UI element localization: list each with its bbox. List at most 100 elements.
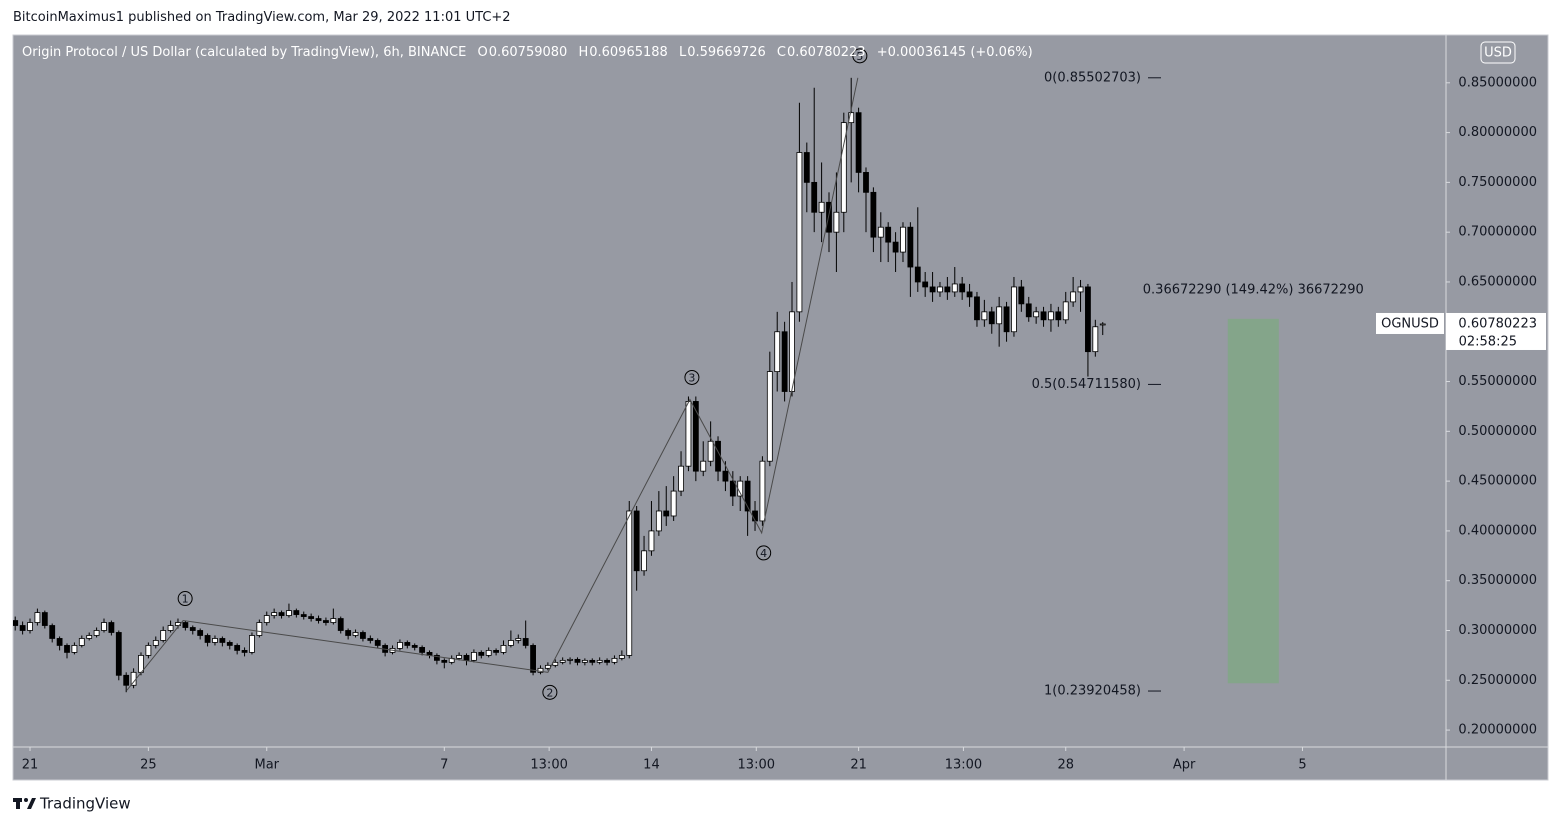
candle-body: [160, 630, 167, 641]
range-box: [1227, 318, 1279, 684]
fib-label: 0(0.85502703): [1044, 70, 1141, 85]
candle-body: [766, 371, 773, 462]
candle-body: [286, 610, 292, 616]
candle-body: [744, 480, 751, 512]
candle-body: [848, 112, 855, 124]
wave-circle: [542, 684, 558, 700]
y-tick-label: 0.75000000: [1458, 175, 1537, 190]
candle-body: [826, 201, 832, 233]
candle-body: [212, 638, 218, 643]
candle-body: [478, 651, 485, 656]
fib-label: 0.5(0.54711580): [1032, 377, 1141, 392]
candle-body: [974, 296, 980, 321]
candle-body: [1003, 306, 1010, 333]
candle-body: [434, 654, 440, 661]
candle-body: [900, 226, 906, 253]
candle-body: [330, 618, 337, 623]
candle-body: [796, 152, 803, 313]
last-price-box: [1446, 312, 1546, 350]
candle-body: [715, 440, 721, 472]
x-tick-label: 25: [140, 758, 157, 773]
candle-body: [404, 642, 411, 646]
candle-body: [670, 490, 677, 517]
candle-body: [1033, 311, 1040, 318]
ohlc-value: 0.60780223: [787, 45, 866, 60]
candle-body: [397, 642, 403, 649]
candle-body: [360, 632, 366, 639]
candle-body: [885, 226, 892, 243]
candle-body: [589, 659, 596, 663]
candle-body: [167, 625, 174, 631]
x-tick-label: 13:00: [945, 758, 982, 773]
candle-body: [138, 654, 144, 673]
y-tick-label: 0.70000000: [1458, 225, 1537, 240]
candle-body: [234, 645, 241, 651]
tradingview-logo: [13, 798, 36, 809]
y-tick-label: 0.25000000: [1458, 673, 1537, 688]
x-tick-label: 21: [22, 758, 39, 773]
candle-body: [470, 651, 477, 661]
candle-body: [1062, 301, 1069, 321]
candle-body: [345, 630, 352, 636]
candle-body: [78, 638, 85, 646]
candle-body: [604, 659, 610, 663]
candle-body: [41, 612, 48, 626]
candle-body: [315, 618, 322, 621]
candle-body: [655, 510, 662, 532]
currency-button[interactable]: [1480, 41, 1516, 64]
candle-body: [996, 306, 1003, 325]
candle-body: [182, 622, 189, 628]
wave-circle: [684, 369, 700, 385]
candle-body: [352, 632, 359, 636]
candle-body: [1040, 311, 1047, 321]
y-tick-label: 0.55000000: [1458, 374, 1537, 389]
candle-body: [515, 638, 522, 641]
candle-body: [552, 661, 559, 666]
wave-label: 2: [546, 686, 553, 699]
candle-body: [1092, 326, 1099, 353]
candle-body: [93, 630, 100, 636]
candle-body: [892, 241, 899, 253]
currency[interactable]: USD: [1484, 46, 1512, 61]
symbol-tag-text: OGNUSD: [1381, 316, 1439, 331]
candle-body: [959, 283, 966, 293]
candle-body: [189, 627, 196, 631]
price-change: +0.00036145 (+0.06%): [876, 45, 1033, 60]
candle-body: [685, 401, 692, 467]
candle-body: [966, 291, 973, 298]
candle-body: [1055, 311, 1062, 321]
candle-body: [803, 152, 810, 183]
candle-body: [626, 510, 633, 656]
y-tick-label: 0.65000000: [1458, 274, 1537, 289]
candle-body: [219, 638, 226, 643]
x-tick-label: 14: [643, 758, 660, 773]
x-tick-label: Mar: [254, 758, 279, 773]
candle-body: [907, 226, 914, 268]
candle-body: [981, 311, 988, 321]
footer-brand: TradingView: [39, 795, 131, 813]
x-tick-label: 13:00: [530, 758, 567, 773]
wave-label: 1: [182, 593, 189, 606]
plot-area: [13, 77, 1279, 693]
candle-body: [500, 645, 507, 653]
candle-body: [13, 620, 19, 626]
candle-body: [633, 510, 640, 572]
ohlc-key: L: [678, 45, 687, 60]
ohlc-key: O: [477, 45, 488, 60]
candle-body: [729, 480, 736, 497]
candle-body: [759, 460, 766, 522]
candle-body: [522, 638, 529, 646]
candle-body: [1099, 323, 1106, 326]
y-tick-label: 0.80000000: [1458, 125, 1537, 140]
candle-body: [463, 654, 470, 661]
candle-body: [663, 510, 670, 517]
x-tick-label: 28: [1057, 758, 1074, 773]
candle-body: [367, 638, 374, 641]
candle-body: [581, 659, 588, 663]
y-tick-label: 0.35000000: [1458, 573, 1537, 588]
candle-body: [204, 635, 211, 643]
candle-body: [152, 640, 159, 646]
x-tick-label: Apr: [1173, 758, 1196, 773]
y-tick-label: 0.45000000: [1458, 474, 1537, 489]
candle-body: [197, 630, 204, 636]
